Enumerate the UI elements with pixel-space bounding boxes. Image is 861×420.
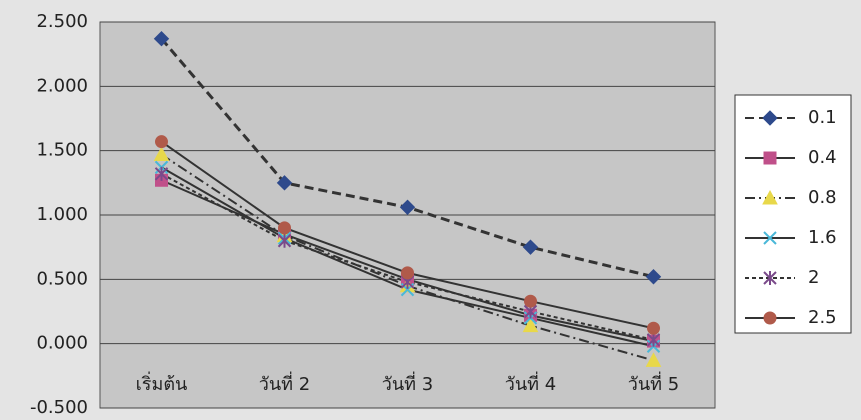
y-tick-label: 0.500 [36,268,88,289]
legend-label: 0.1 [808,107,837,128]
data-point [153,146,170,162]
data-point [522,317,539,333]
y-tick-label: -0.500 [30,397,88,418]
legend-marker [763,231,777,245]
data-point [154,166,169,181]
legend-label: 0.8 [808,187,837,208]
legend-marker [762,189,778,205]
data-point [645,352,662,367]
legend-label: 2 [808,267,819,288]
legend-label: 0.4 [808,147,837,168]
data-point [645,269,662,285]
x-tick-label: วันที่ 3 [382,371,433,395]
legend-marker [763,271,777,285]
y-tick-label: 2.500 [36,11,88,32]
legend-marker [763,311,777,325]
legend-marker [763,151,777,165]
data-point [647,321,660,335]
data-point [524,294,537,308]
x-tick-label: วันที่ 4 [505,371,556,395]
y-tick-label: 2.000 [36,75,88,96]
x-tick-label: วันที่ 5 [628,371,679,395]
data-point [646,332,661,347]
data-point [399,199,416,215]
data-point [522,239,539,255]
data-point [276,175,293,191]
legend-label: 2.5 [808,307,837,328]
data-point [155,135,168,149]
x-tick-label: วันที่ 2 [259,371,310,395]
data-point [153,31,170,47]
x-tick-label: เริ่มต้น [136,371,188,395]
data-point [277,233,292,248]
legend-box [734,94,852,334]
legend-label: 1.6 [808,227,837,248]
legend-marker [762,110,778,126]
y-tick-label: 0.000 [36,333,88,354]
data-point [401,266,414,280]
data-point [278,221,291,235]
y-tick-label: 1.000 [36,204,88,225]
y-tick-label: 1.500 [36,140,88,161]
